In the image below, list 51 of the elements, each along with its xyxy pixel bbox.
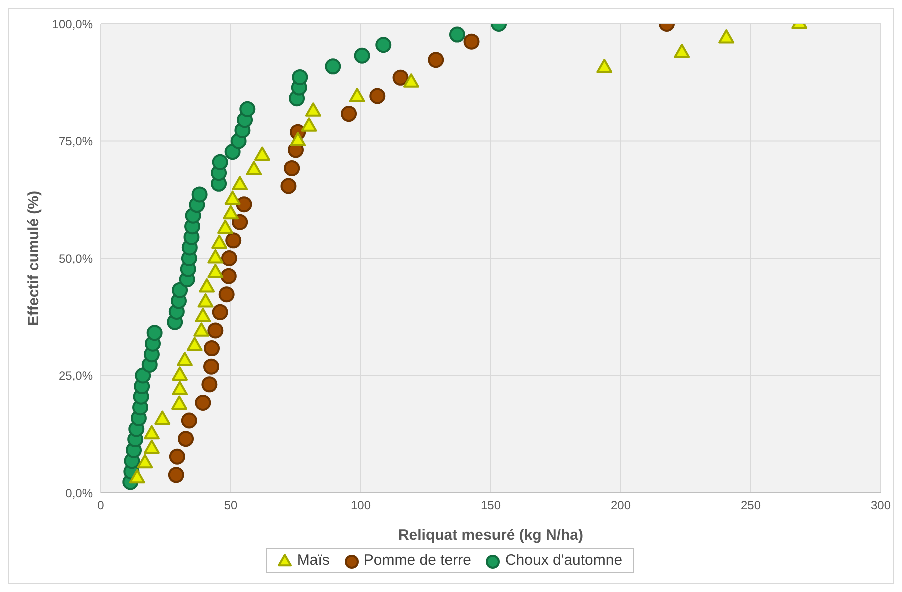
point [464, 34, 480, 50]
point [226, 232, 242, 249]
point [172, 282, 188, 298]
point [169, 448, 186, 465]
point [392, 70, 409, 86]
x-tick-label: 200 [610, 498, 632, 513]
point [192, 186, 208, 203]
point [232, 214, 248, 230]
point [354, 48, 370, 64]
point [204, 358, 220, 375]
y-tick-label: 100,0% [52, 17, 94, 32]
point [202, 376, 218, 393]
point [428, 52, 444, 68]
legend-label: Choux d'automne [505, 552, 623, 569]
x-tick-label: 150 [480, 498, 502, 513]
point [370, 88, 386, 104]
point [218, 286, 235, 303]
x-tick-label: 0 [98, 498, 105, 513]
point [236, 196, 252, 213]
point [221, 250, 238, 266]
point [240, 101, 256, 118]
point [178, 431, 194, 448]
point [220, 268, 237, 284]
x-tick-label: 50 [224, 498, 238, 513]
point [341, 106, 358, 122]
point [135, 368, 152, 384]
point [146, 325, 163, 342]
x-tick-label: 300 [870, 498, 892, 513]
point [204, 340, 220, 357]
point [325, 58, 342, 75]
point [168, 467, 184, 484]
y-tick-label: 25,0% [58, 369, 94, 384]
legend-label: Pomme de terre [364, 552, 472, 569]
point [280, 178, 297, 194]
point [195, 394, 212, 411]
point [292, 69, 308, 86]
point [181, 412, 198, 429]
point [212, 154, 228, 170]
x-tick-label: 250 [740, 498, 762, 513]
point [212, 304, 228, 320]
y-tick-label: 0,0% [66, 486, 94, 500]
x-axis-title: Reliquat mesuré (kg N/ha) [398, 527, 584, 544]
point [284, 160, 300, 176]
y-tick-label: 50,0% [58, 252, 94, 266]
legend-label: Maïs [297, 552, 330, 569]
x-tick-label: 100 [350, 498, 372, 513]
point [449, 26, 466, 43]
y-axis-title: Effectif cumulé (%) [25, 190, 42, 326]
point [376, 37, 392, 54]
point [208, 322, 224, 339]
y-tick-label: 75,0% [58, 134, 94, 149]
